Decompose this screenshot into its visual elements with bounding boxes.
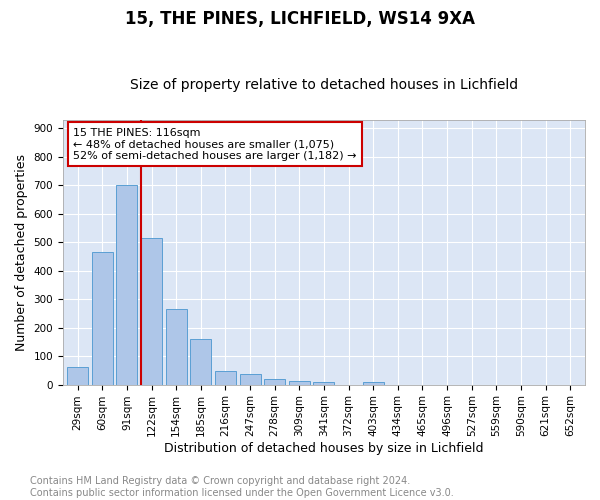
X-axis label: Distribution of detached houses by size in Lichfield: Distribution of detached houses by size … bbox=[164, 442, 484, 455]
Bar bbox=[313, 382, 334, 384]
Bar bbox=[363, 382, 383, 384]
Bar bbox=[67, 368, 88, 384]
Bar bbox=[289, 381, 310, 384]
Bar bbox=[239, 374, 260, 384]
Bar bbox=[141, 238, 162, 384]
Text: 15 THE PINES: 116sqm
← 48% of detached houses are smaller (1,075)
52% of semi-de: 15 THE PINES: 116sqm ← 48% of detached h… bbox=[73, 128, 357, 160]
Title: Size of property relative to detached houses in Lichfield: Size of property relative to detached ho… bbox=[130, 78, 518, 92]
Bar bbox=[264, 380, 285, 384]
Text: 15, THE PINES, LICHFIELD, WS14 9XA: 15, THE PINES, LICHFIELD, WS14 9XA bbox=[125, 10, 475, 28]
Bar bbox=[116, 185, 137, 384]
Text: Contains HM Land Registry data © Crown copyright and database right 2024.
Contai: Contains HM Land Registry data © Crown c… bbox=[30, 476, 454, 498]
Y-axis label: Number of detached properties: Number of detached properties bbox=[15, 154, 28, 350]
Bar bbox=[92, 252, 113, 384]
Bar bbox=[215, 371, 236, 384]
Bar bbox=[190, 339, 211, 384]
Bar bbox=[166, 309, 187, 384]
